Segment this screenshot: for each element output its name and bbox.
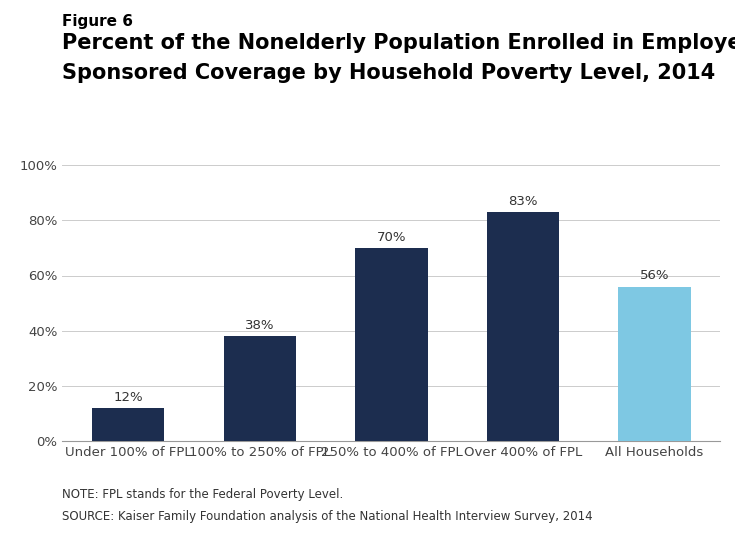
Text: FAMILY: FAMILY	[655, 509, 701, 522]
Text: 56%: 56%	[639, 269, 670, 282]
Text: 12%: 12%	[113, 391, 143, 403]
Bar	[223, 336, 296, 441]
Text: Figure 6: Figure 6	[62, 14, 134, 29]
Text: NOTE: FPL stands for the Federal Poverty Level.: NOTE: FPL stands for the Federal Poverty…	[62, 488, 344, 501]
Text: Sponsored Coverage by Household Poverty Level, 2014: Sponsored Coverage by Household Poverty …	[62, 63, 716, 83]
Text: SOURCE: Kaiser Family Foundation analysis of the National Health Interview Surve: SOURCE: Kaiser Family Foundation analysi…	[62, 510, 593, 523]
Text: Percent of the Nonelderly Population Enrolled in Employer-: Percent of the Nonelderly Population Enr…	[62, 33, 735, 53]
Bar	[355, 248, 428, 441]
Text: THE HENRY J.: THE HENRY J.	[657, 487, 699, 492]
Text: 70%: 70%	[376, 231, 406, 244]
Text: 38%: 38%	[245, 319, 275, 332]
Text: FOUNDATION: FOUNDATION	[657, 526, 699, 531]
Bar	[487, 212, 559, 441]
Text: 83%: 83%	[508, 195, 538, 208]
Bar	[618, 287, 691, 441]
Text: KAISER: KAISER	[654, 496, 702, 509]
Bar	[92, 408, 165, 441]
